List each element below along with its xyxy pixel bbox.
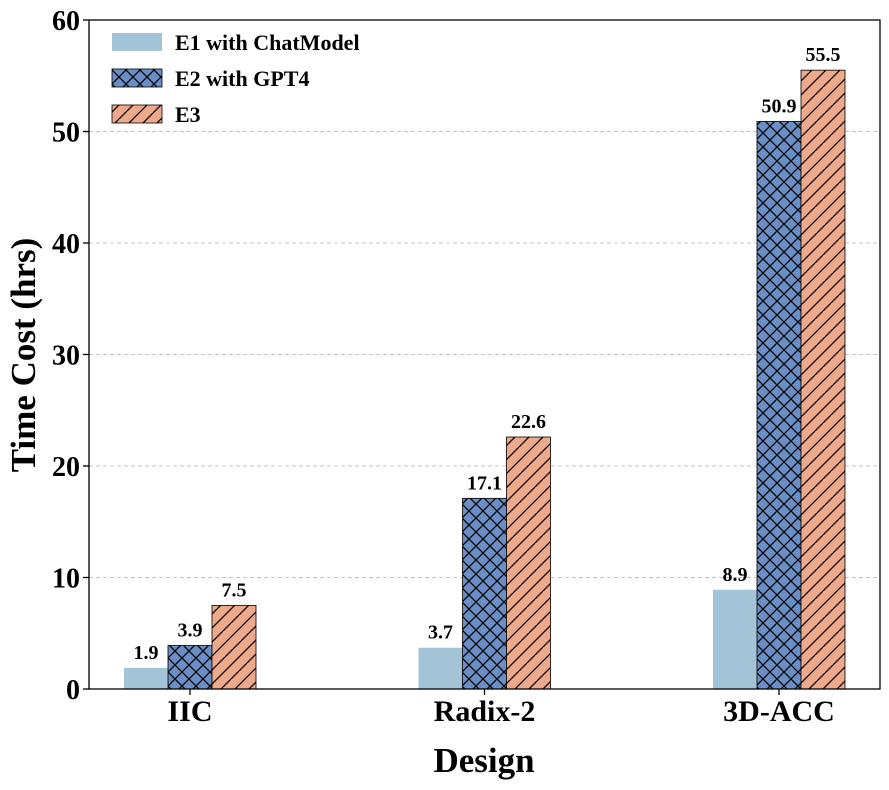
bars: [124, 69, 846, 690]
x-tick-label-iic: IIC: [167, 695, 212, 728]
bar-e1-with-chatmodel-3d-acc: [713, 589, 757, 689]
data-labels: 1.9 3.9 7.5 3.7 17.1 22.6 8.9 50.9 55.5: [134, 44, 841, 664]
bar-e2-with-gpt4-radix-2: [462, 497, 507, 690]
data-label-e1-with-chatmodel-3d-acc: 8.9: [723, 564, 748, 586]
y-tick-label: 10: [52, 564, 80, 595]
legend: E1 with ChatModel E2 with GPT4 E3: [111, 30, 360, 127]
data-label-e3-iic: 7.5: [222, 579, 247, 601]
legend-label-e1-with-chatmodel: E1 with ChatModel: [175, 30, 360, 55]
bar-e2-with-gpt4-iic: [167, 645, 213, 690]
data-label-e3-3d-acc: 55.5: [806, 44, 841, 66]
bar-e3-3d-acc: [800, 69, 846, 690]
y-tick-label: 40: [52, 229, 80, 260]
legend-swatch-e3: [111, 104, 163, 124]
y-tick-label: 50: [52, 118, 80, 149]
legend-swatch-e2-with-gpt4: [111, 68, 163, 88]
y-axis-title: Time Cost (hrs): [4, 238, 43, 473]
data-label-e1-with-chatmodel-radix-2: 3.7: [428, 622, 453, 644]
bar-e3-radix-2: [506, 436, 551, 690]
bar-e2-with-gpt4-3d-acc: [756, 121, 802, 690]
data-label-e2-with-gpt4-iic: 3.9: [178, 620, 203, 642]
bar-e3-iic: [211, 604, 257, 690]
y-tick-label: 30: [52, 341, 80, 372]
data-label-e3-radix-2: 22.6: [511, 411, 546, 433]
legend-label-e2-with-gpt4: E2 with GPT4: [175, 66, 309, 91]
bar-e1-with-chatmodel-radix-2: [418, 647, 463, 689]
legend-swatch-e1-with-chatmodel: [112, 33, 162, 51]
x-tick-label-3d-acc: 3D-ACC: [723, 695, 835, 728]
data-label-e2-with-gpt4-3d-acc: 50.9: [762, 95, 797, 117]
data-label-e2-with-gpt4-radix-2: 17.1: [467, 472, 502, 494]
x-axis-title: Design: [433, 741, 534, 780]
data-label-e1-with-chatmodel-iic: 1.9: [134, 642, 159, 664]
y-tick-label: 60: [52, 6, 80, 37]
legend-label-e3: E3: [175, 102, 201, 127]
x-axis: IIC Radix-2 3D-ACC: [167, 689, 835, 728]
y-axis: 0 10 20 30 40 50 60: [52, 6, 89, 706]
x-tick-label-radix-2: Radix-2: [434, 695, 536, 728]
y-tick-label: 0: [66, 675, 80, 706]
y-tick-label: 20: [52, 452, 80, 483]
bar-e1-with-chatmodel-iic: [124, 667, 168, 689]
